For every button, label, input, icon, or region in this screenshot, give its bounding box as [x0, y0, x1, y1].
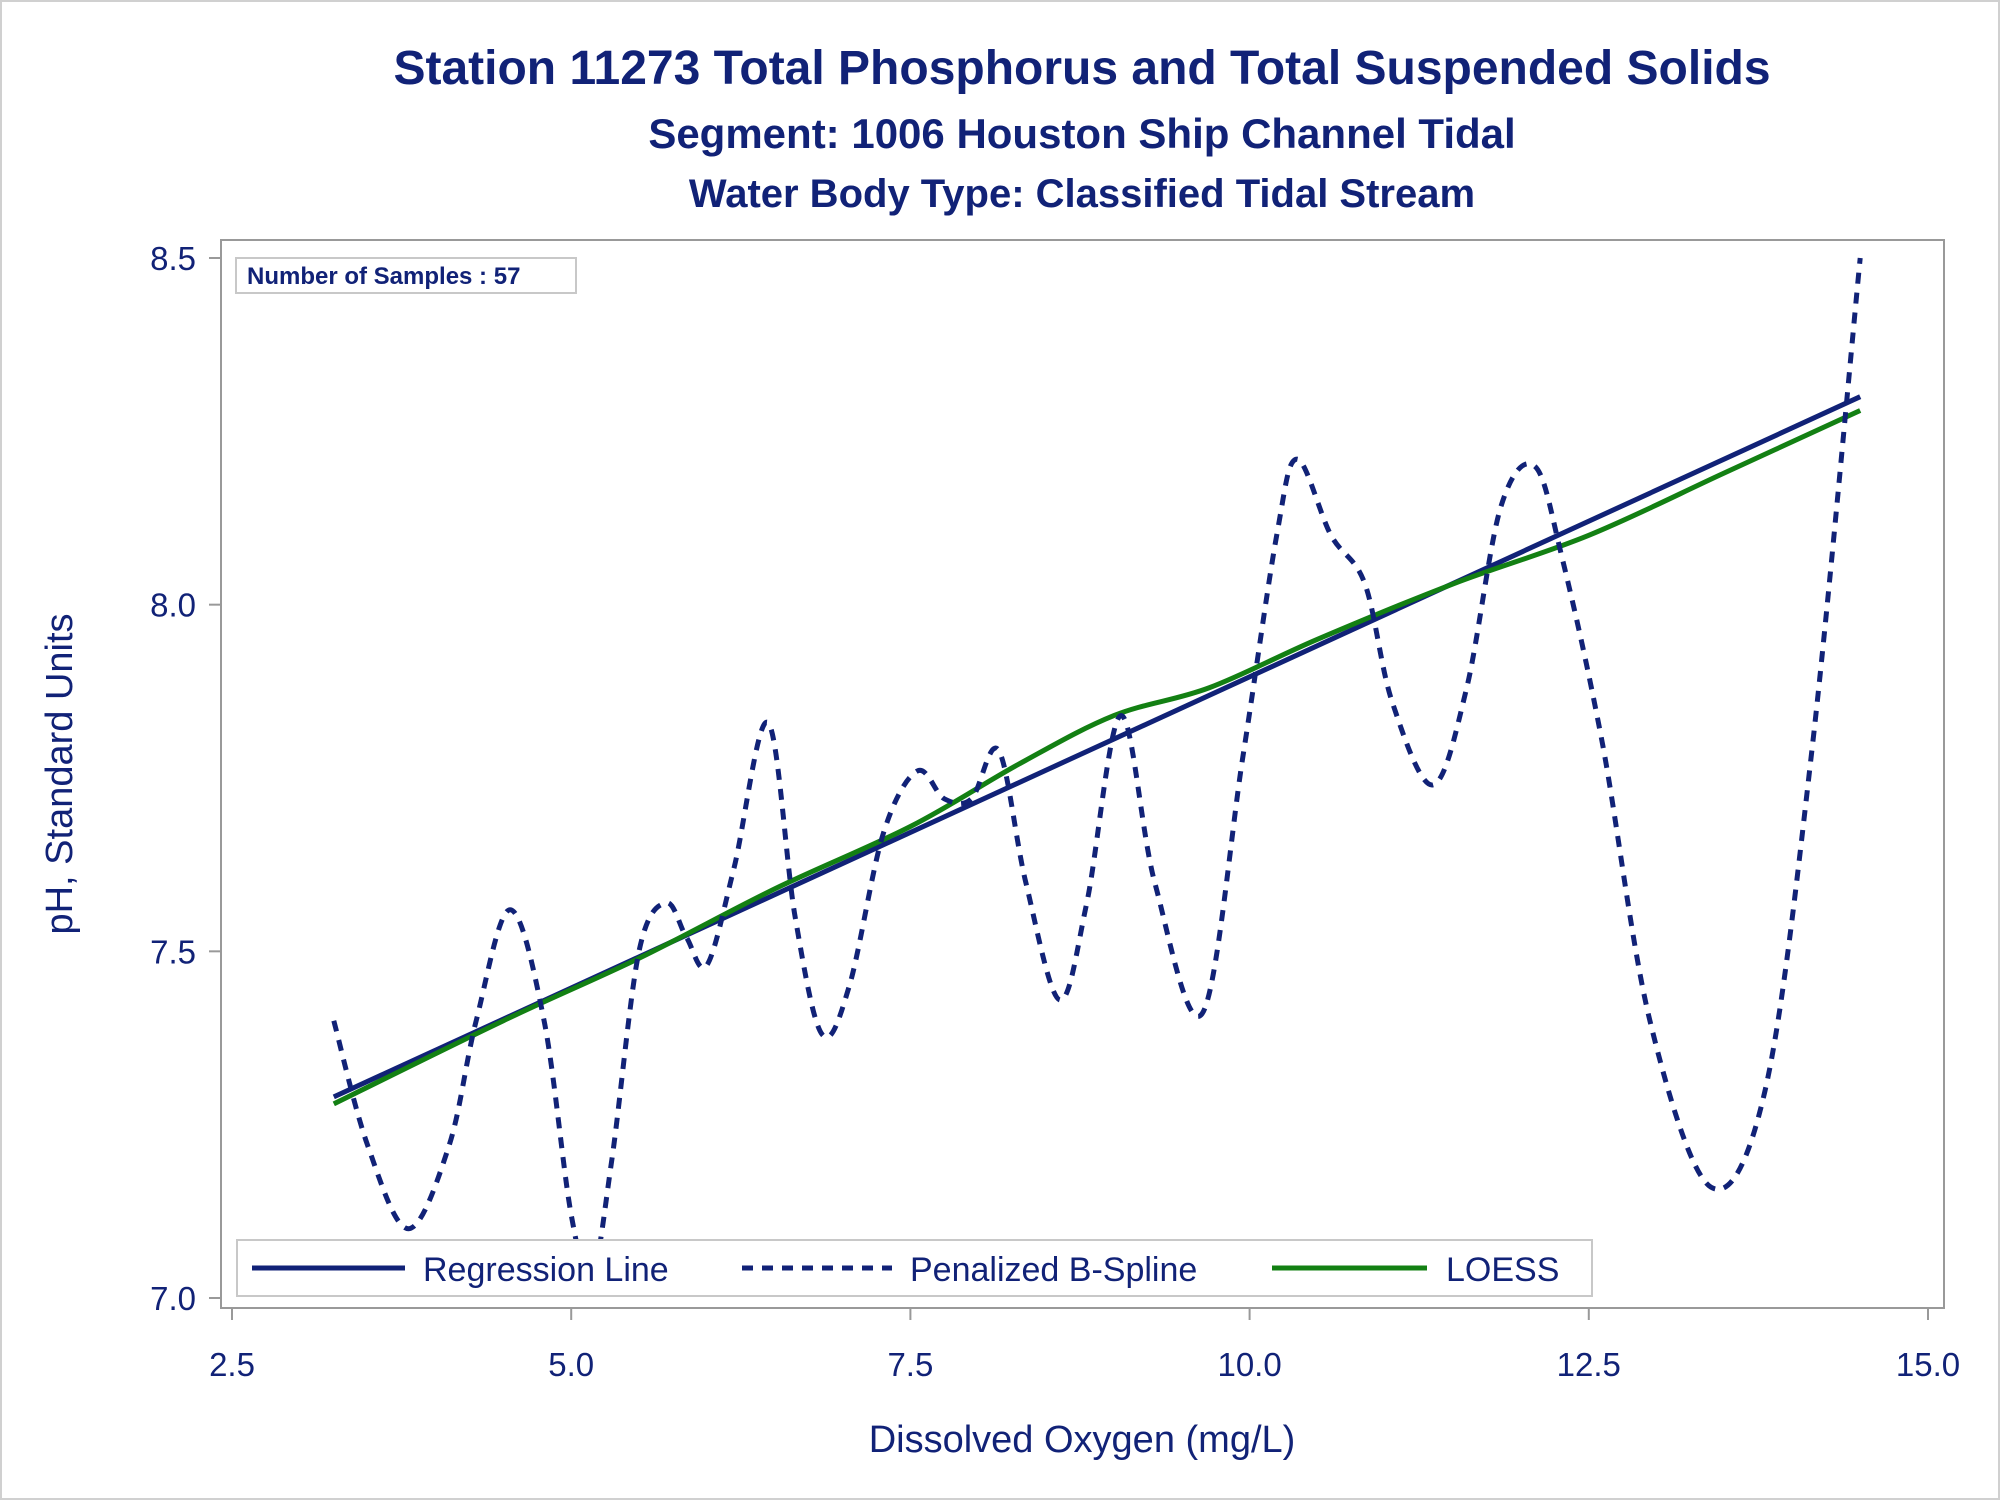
legend: Regression Line Penalized B-Spline LOESS	[236, 1239, 1593, 1297]
loess-line	[332, 408, 1862, 1107]
samples-inset-box	[235, 257, 577, 294]
penalized-b-spline-line	[331, 257, 1863, 1282]
x-tick-label: 5.0	[548, 1346, 594, 1383]
y-tick-label: 8.5	[150, 240, 196, 277]
y-tick-label: 7.0	[150, 1280, 196, 1317]
y-tick-label: 7.5	[150, 933, 196, 970]
x-tick-label: 12.5	[1557, 1346, 1621, 1383]
chart-subtitle-2: Water Body Type: Classified Tidal Stream	[689, 172, 1475, 216]
legend-label-penalized-b-spline-line: Penalized B-Spline	[910, 1251, 1197, 1289]
x-tick-label: 15.0	[1896, 1346, 1960, 1383]
y-axis-label: pH, Standard Units	[39, 613, 81, 934]
x-tick-label: 10.0	[1217, 1346, 1281, 1383]
x-tick-label: 7.5	[887, 1346, 933, 1383]
series-layer	[331, 257, 1863, 1282]
plot-area-frame	[220, 239, 1945, 1309]
y-axis: 7.0 7.5 8.0 8.5	[150, 240, 222, 1317]
chart-title: Station 11273 Total Phosphorus and Total…	[393, 42, 1770, 95]
samples-count-text: Number of Samples : 57	[247, 263, 520, 290]
x-tick-label: 2.5	[209, 1346, 255, 1383]
x-axis: 2.5 5.0 7.5 10.0 12.5 15.0	[209, 1307, 1960, 1383]
samples-inset: Number of Samples : 57	[235, 257, 577, 294]
chart-subtitle: Segment: 1006 Houston Ship Channel Tidal	[648, 110, 1515, 157]
x-axis-label: Dissolved Oxygen (mg/L)	[869, 1419, 1296, 1461]
y-tick-label: 8.0	[150, 587, 196, 624]
legend-label-loess-line: LOESS	[1446, 1251, 1559, 1289]
legend-label-regression-line: Regression Line	[423, 1251, 669, 1289]
